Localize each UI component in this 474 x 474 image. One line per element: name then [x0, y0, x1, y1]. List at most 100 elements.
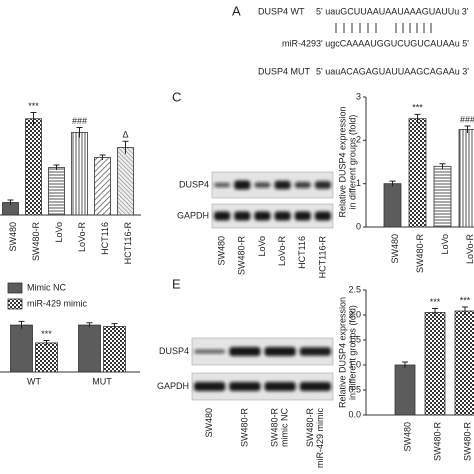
- y-tick-label: 2.5: [348, 284, 361, 294]
- x-tick-label: SW480-R: [31, 222, 41, 262]
- blot-band: [274, 211, 291, 221]
- error-bar: [439, 163, 446, 169]
- bar: [454, 310, 474, 416]
- blot-band: [214, 211, 231, 221]
- lane-label: HCT116-R: [317, 236, 327, 279]
- error-bar: [389, 180, 396, 187]
- y-tick-label: 1: [356, 178, 361, 188]
- y-axis-label: in different groups (fold): [347, 115, 357, 210]
- annotation: ***: [28, 101, 39, 111]
- blot-band: [294, 181, 311, 189]
- blot-row-label: GAPDH: [157, 381, 189, 391]
- blot-row-label: DUSP4: [159, 346, 189, 356]
- y-tick-label: 2.0: [348, 309, 361, 319]
- error-bar: [122, 140, 129, 154]
- blot-band: [194, 349, 226, 354]
- error-bar: [414, 113, 421, 123]
- y-axis-label: Relative DUSP4 expression: [337, 297, 347, 408]
- blot-band: [234, 211, 251, 221]
- x-tick-label: HCT116-R: [123, 222, 133, 265]
- blot-band: [229, 347, 261, 356]
- blot-band: [234, 180, 251, 190]
- lane-label: SW480-R: [239, 408, 249, 448]
- blot-band: [299, 347, 331, 356]
- lane-label: mimic NC: [280, 408, 290, 447]
- legend-swatch: [7, 298, 23, 310]
- y-tick-label: 3: [356, 91, 361, 101]
- x-tick-label: SW480: [390, 234, 400, 264]
- blot-band: [294, 211, 311, 221]
- error-bar: [18, 320, 25, 329]
- error-bar: [99, 154, 106, 160]
- x-tick-label: SW480-R: [462, 422, 472, 462]
- error-bar: [53, 164, 60, 170]
- legend-label: Mimic NC: [27, 282, 66, 292]
- blot-band: [254, 182, 271, 188]
- lane-label: SW480: [216, 236, 226, 266]
- error-bar: [432, 308, 438, 317]
- error-bar: [86, 322, 93, 328]
- bar: [25, 118, 42, 216]
- bar: [78, 324, 101, 373]
- panel-label: C: [172, 89, 181, 104]
- error-bar: [464, 125, 471, 133]
- bar: [383, 183, 402, 228]
- y-tick-label: 0.0: [348, 409, 361, 419]
- blot-band: [264, 347, 296, 356]
- blot-band: [214, 182, 231, 188]
- x-tick-label: MUT: [92, 376, 112, 386]
- annotation: ***: [41, 329, 52, 339]
- bar: [117, 147, 134, 216]
- sequence: 3' ugcCAAAAUGGUCUGUCAUAAu 5': [316, 38, 469, 48]
- x-tick-label: LoVo: [440, 234, 450, 255]
- bar: [35, 342, 58, 373]
- x-tick-label: LoVo-R: [77, 222, 87, 253]
- x-tick-label: SW480: [402, 422, 412, 452]
- lane-label: SW480-R: [305, 408, 315, 448]
- bar: [48, 167, 65, 216]
- error-bar: [43, 340, 50, 346]
- bar: [10, 324, 33, 373]
- lane-label: HCT116: [297, 236, 307, 269]
- bar: [433, 165, 452, 228]
- blot-band: [314, 211, 331, 221]
- error-bar: [402, 361, 408, 368]
- bar: [103, 326, 126, 373]
- legend-label: miR-429 mimic: [27, 298, 88, 308]
- annotation: Δ: [122, 130, 128, 140]
- lane-label: miR-429 mimic: [315, 408, 325, 469]
- x-tick-label: LoVo-R: [465, 234, 474, 265]
- y-tick-label: 0: [356, 221, 361, 231]
- lane-label: SW480-R: [237, 236, 247, 276]
- bar: [424, 312, 446, 416]
- sequence-name: DUSP4 MUT: [258, 66, 311, 76]
- blot-band: [299, 382, 331, 391]
- panel-label: E: [172, 276, 181, 291]
- lane-label: SW480-R: [270, 408, 280, 448]
- error-bar: [7, 199, 14, 205]
- blot-band: [254, 211, 271, 221]
- annotation: ***: [460, 295, 471, 305]
- y-tick-label: 2: [356, 135, 361, 145]
- lane-label: LoVo-R: [277, 236, 287, 267]
- y-tick-label: 1.0: [348, 359, 361, 369]
- y-tick-label: 1.5: [348, 334, 361, 344]
- sequence: 5' uauGCUUAAUAAUAAAGUAUUu 3': [316, 6, 469, 16]
- x-tick-label: HCT116: [100, 222, 110, 255]
- y-axis-label: Relative DUSP4 expression: [337, 106, 347, 217]
- legend-swatch: [7, 282, 23, 294]
- error-bar: [76, 127, 83, 138]
- bar: [94, 157, 111, 216]
- bar: [408, 118, 427, 228]
- x-tick-label: SW480-R: [432, 422, 442, 462]
- error-bar: [462, 306, 468, 315]
- blot-row-label: GAPDH: [177, 210, 209, 220]
- bar: [394, 364, 416, 416]
- blot-row-label: DUSP4: [179, 179, 209, 189]
- blot-band: [194, 382, 226, 391]
- blot-band: [314, 181, 331, 189]
- blot-strip: [211, 203, 334, 229]
- sequence-name: DUSP4 WT: [258, 6, 305, 16]
